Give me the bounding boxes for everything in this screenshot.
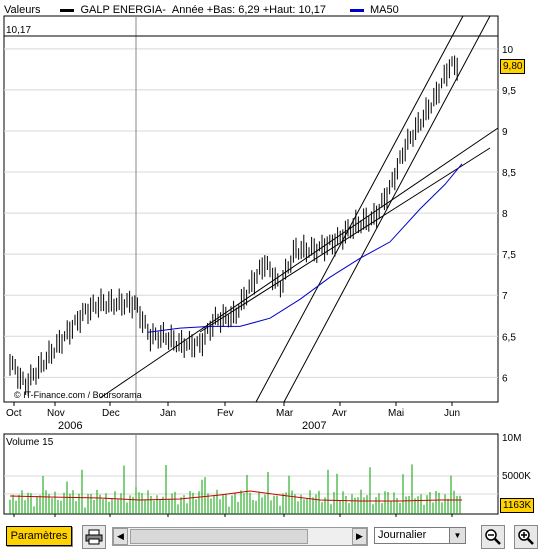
year-label-2006: 2006 (58, 420, 83, 432)
printer-icon (85, 529, 103, 545)
month-label: Jan (160, 408, 176, 419)
month-label: Nov (47, 408, 65, 419)
year-label-2007: 2007 (302, 420, 327, 432)
bottom-toolbar: Paramètres ◀ ▶ Journalier ▼ (0, 518, 547, 556)
period-value: Journalier (378, 529, 427, 541)
zoom-in-icon (518, 529, 534, 545)
ma-swatch (350, 8, 364, 12)
volume-title: Volume 15 (6, 437, 54, 448)
parameters-button[interactable]: Paramètres (6, 526, 72, 546)
volume-plot-frame (3, 433, 499, 515)
price-tick-label: 9 (502, 127, 508, 138)
current-volume-badge: 1163K (500, 498, 535, 513)
price-tick-label: 7,5 (502, 250, 516, 261)
chevron-down-icon[interactable]: ▼ (449, 528, 465, 543)
month-label: Mar (276, 408, 294, 419)
month-label: Dec (102, 408, 120, 419)
month-label: Oct (6, 408, 22, 419)
price-tick-label: 10 (502, 45, 514, 56)
legend-symbol: GALP ENERGIA- (80, 4, 166, 16)
zoom-out-button[interactable] (481, 525, 505, 549)
legend-stats: Année +Bas: 6,29 +Haut: 10,17 (171, 4, 326, 16)
scroll-thumb[interactable] (130, 529, 308, 544)
current-price-badge: 9,80 (500, 59, 526, 74)
month-label: Jun (444, 408, 460, 419)
year-high-label: 10,17 (6, 25, 31, 36)
price-plot-frame (3, 15, 499, 403)
period-select[interactable]: Journalier ▼ (374, 527, 466, 544)
volume-tick-10m: 10M (502, 433, 521, 444)
trend-line (99, 127, 499, 399)
zoom-out-icon (485, 529, 501, 545)
legend-ma: MA50 (370, 4, 399, 16)
scroll-left-arrow-icon[interactable]: ◀ (113, 528, 128, 545)
trend-line (255, 15, 464, 403)
month-label: Fev (217, 408, 234, 419)
price-chart: 10 9,5 9 8,5 8 7,5 7 6,5 6 Oct Nov Dec Jan Fev Mar Avr… (3, 15, 531, 517)
volume-tick-5000k: 5000K (502, 471, 531, 482)
legend-label: Valeurs (4, 4, 41, 16)
price-tick-label: 6,5 (502, 332, 516, 343)
time-scrollbar[interactable]: ◀ ▶ (112, 527, 368, 546)
price-tick-label: 7 (502, 291, 508, 302)
watermark: © IT-Finance.com / Boursorama (14, 390, 142, 400)
price-tick-label: 8,5 (502, 168, 516, 179)
month-label: Mai (388, 408, 404, 419)
price-swatch (60, 8, 75, 12)
scroll-right-arrow-icon[interactable]: ▶ (352, 528, 367, 545)
ma50-line (147, 163, 463, 333)
month-label: Avr (332, 408, 347, 419)
print-button[interactable] (82, 525, 106, 549)
price-tick-label: 6 (502, 373, 508, 384)
chart-legend: Valeurs GALP ENERGIA- Année +Bas: 6,29 +… (4, 3, 399, 17)
volume-average-line (9, 490, 462, 502)
zoom-in-button[interactable] (514, 525, 538, 549)
price-tick-label: 9,5 (502, 86, 516, 97)
price-tick-label: 8 (502, 209, 508, 220)
